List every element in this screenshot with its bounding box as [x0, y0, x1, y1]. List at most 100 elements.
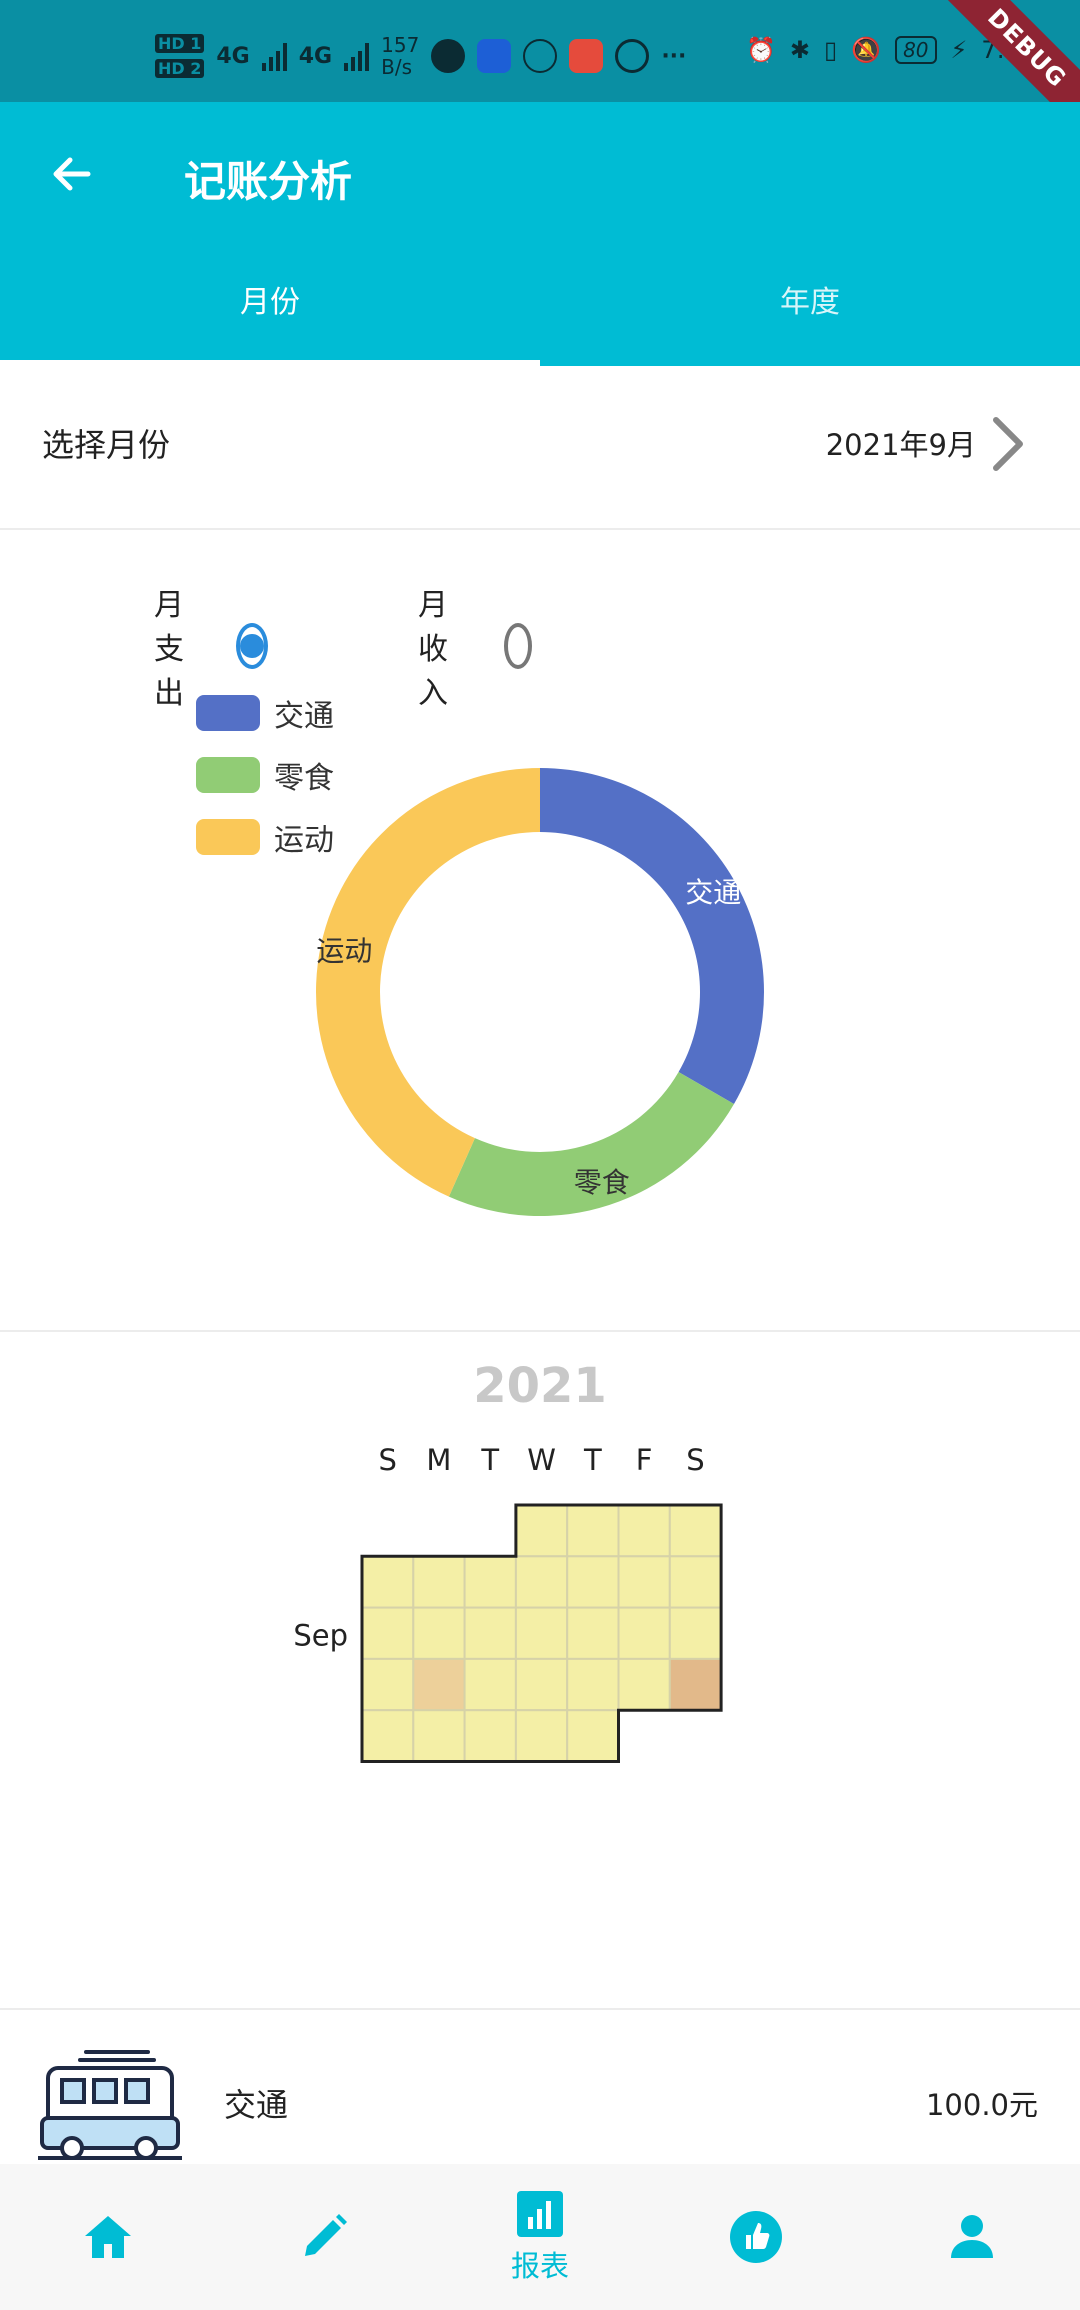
weekday-label: T: [480, 1443, 499, 1477]
calendar-day-cell[interactable]: [617, 1504, 671, 1558]
radio-expense[interactable]: 月支出: [154, 580, 268, 712]
bar-chart-icon: [517, 2191, 563, 2237]
bulb-notification-icon: [477, 39, 512, 73]
charging-icon: ⚡: [950, 36, 968, 64]
legend-swatch-snack: [196, 757, 260, 793]
month-selector-value: 2021年9月: [825, 428, 976, 462]
hd1-badge: HD 1: [155, 34, 205, 53]
status-bar: HD 1 HD 2 4G 4G 157 B/s ··· ⏰ ✱ ▯ 🔕 80 ⚡…: [0, 0, 1080, 145]
calendar-day-cell[interactable]: [617, 1555, 671, 1609]
month-selector-label: 选择月份: [42, 426, 171, 464]
calendar-day-cell[interactable]: [412, 1555, 466, 1609]
nav-report[interactable]: 报表: [432, 2164, 648, 2310]
network-type-1: 4G: [216, 43, 250, 69]
legend-label: 零食: [274, 761, 334, 796]
calendar-day-cell[interactable]: [668, 1657, 723, 1712]
arrow-left-icon: [53, 157, 91, 191]
learn-notification-icon: [523, 39, 558, 73]
legend-swatch-transport: [196, 695, 260, 731]
calendar-day-cell[interactable]: [361, 1657, 415, 1712]
battery-icon: 80: [895, 36, 937, 64]
legend-label: 交通: [274, 699, 334, 734]
radio-income-label: 月收入: [418, 588, 448, 711]
bluetooth-icon: ✱: [789, 36, 810, 64]
chevron-right-icon: [993, 417, 1023, 471]
network-speed: 157 B/s: [381, 34, 419, 78]
radio-expense-label: 月支出: [154, 588, 184, 711]
calendar-day-cell[interactable]: [617, 1657, 671, 1712]
calendar-day-cell[interactable]: [412, 1606, 466, 1660]
calendar-day-cell[interactable]: [463, 1709, 517, 1763]
calendar-day-cell[interactable]: [514, 1709, 569, 1763]
tab-bar: 月份 年度: [0, 258, 1080, 366]
calendar-day-cell[interactable]: [361, 1709, 415, 1763]
calendar-day-cell[interactable]: [566, 1709, 620, 1763]
legend-item[interactable]: 交通: [196, 682, 334, 744]
pie-slice-1[interactable]: [448, 1072, 734, 1216]
chart-legend: 交通 零食 运动: [196, 682, 334, 868]
calendar-day-cell[interactable]: [668, 1606, 723, 1660]
calendar-day-cell[interactable]: [566, 1504, 620, 1558]
tab-month[interactable]: 月份: [0, 258, 540, 366]
back-button[interactable]: [40, 142, 104, 206]
nav-home[interactable]: [0, 2164, 216, 2310]
calendar-day-cell[interactable]: [514, 1657, 569, 1712]
calendar-day-cell[interactable]: [566, 1555, 620, 1609]
calendar-day-cell[interactable]: [412, 1709, 466, 1763]
calendar-day-cell[interactable]: [361, 1606, 415, 1660]
radio-income[interactable]: 月收入: [418, 580, 532, 712]
pie-slice-label: 运动: [316, 934, 372, 967]
calendar-day-cell[interactable]: [668, 1555, 723, 1609]
calendar-day-cell[interactable]: [617, 1606, 671, 1660]
tab-year[interactable]: 年度: [780, 285, 840, 320]
signal-icon: [261, 41, 287, 71]
list-item[interactable]: 交通 100.0元: [0, 2010, 1080, 2160]
legend-item[interactable]: 运动: [196, 806, 334, 868]
calendar-day-cell[interactable]: [463, 1555, 517, 1609]
network-type-2: 4G: [298, 43, 333, 69]
bus-icon: [38, 2050, 182, 2160]
legend-item[interactable]: 零食: [196, 744, 334, 806]
mute-icon: 🔕: [851, 36, 882, 64]
calendar-year-label: 2021: [473, 1358, 607, 1414]
calendar-day-cell[interactable]: [566, 1606, 620, 1660]
calendar-day-cell[interactable]: [514, 1555, 569, 1609]
calendar-month-label: Sep: [293, 1618, 348, 1652]
thumbs-up-icon: [730, 2211, 782, 2263]
month-selector[interactable]: 选择月份 2021年9月: [0, 368, 1080, 530]
nav-like[interactable]: [648, 2164, 864, 2310]
status-bar-left: HD 1 HD 2 4G 4G 157 B/s ···: [155, 28, 686, 84]
radio-unchecked-icon[interactable]: [503, 623, 532, 669]
hd-indicators: HD 1 HD 2: [155, 34, 205, 78]
hd2-badge: HD 2: [155, 59, 205, 78]
alarm-icon: ⏰: [745, 36, 776, 64]
status-bar-right: ⏰ ✱ ▯ 🔕 80 ⚡ 7:0: [746, 36, 1020, 64]
calendar-day-cell[interactable]: [514, 1504, 569, 1558]
pie-slice-0[interactable]: [540, 768, 765, 1104]
calendar-day-cell[interactable]: [361, 1555, 415, 1609]
weekday-label: M: [426, 1443, 451, 1477]
app-bar: 记账分析: [0, 102, 1080, 258]
calendar-day-cell[interactable]: [514, 1606, 569, 1660]
calendar-day-cell[interactable]: [463, 1657, 517, 1712]
hand-notification-icon: [615, 39, 650, 73]
weekday-label: W: [527, 1443, 556, 1477]
nav-profile[interactable]: [864, 2164, 1080, 2310]
signal-icon-2: [344, 41, 370, 71]
pencil-icon: [305, 2214, 347, 2256]
vibrate-icon: ▯: [823, 36, 838, 64]
pie-slice-label: 零食: [574, 1166, 630, 1199]
legend-label: 运动: [274, 823, 334, 858]
calendar-day-cell[interactable]: [463, 1606, 517, 1660]
calendar-day-cell[interactable]: [566, 1657, 620, 1712]
calendar-day-cell[interactable]: [668, 1504, 723, 1558]
calendar-day-cell[interactable]: [412, 1657, 466, 1712]
network-speed-value: 157: [381, 33, 420, 57]
pie-slice-label: 交通: [685, 876, 741, 909]
person-icon: [951, 2215, 993, 2258]
pie-slice-2[interactable]: [315, 768, 540, 1197]
radio-checked-icon[interactable]: [236, 623, 268, 669]
red-app-notification-icon: [569, 39, 604, 73]
nav-record[interactable]: [216, 2164, 432, 2310]
